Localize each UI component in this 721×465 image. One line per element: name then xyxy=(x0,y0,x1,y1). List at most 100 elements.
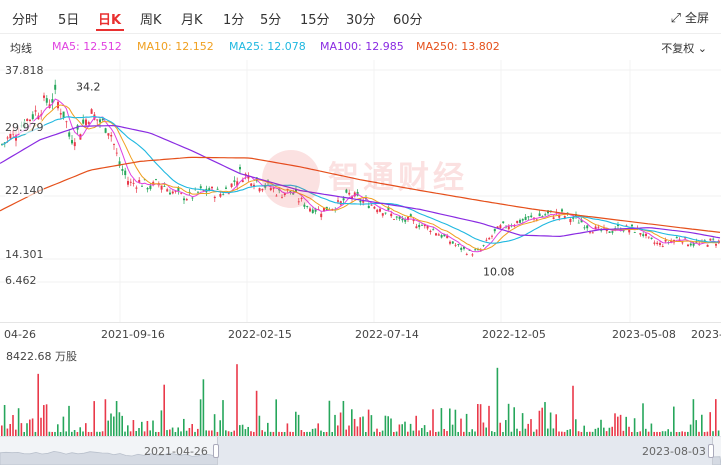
volume-bar xyxy=(289,431,291,436)
candle-body xyxy=(706,244,709,247)
volume-bar xyxy=(191,423,193,436)
volume-bar xyxy=(328,400,331,436)
volume-chart[interactable] xyxy=(0,360,721,436)
volume-bar xyxy=(418,430,420,436)
navigator-selection[interactable] xyxy=(217,437,713,465)
candle-body xyxy=(622,230,625,232)
volume-bar xyxy=(65,431,67,436)
candle-body xyxy=(639,232,642,235)
candle-body xyxy=(99,119,101,123)
tab-monthly-k[interactable]: 月K xyxy=(181,13,203,28)
volume-bar xyxy=(345,429,347,436)
volume-bar xyxy=(129,431,132,436)
ma100-value: MA100: 12.985 xyxy=(320,40,404,53)
candle-body xyxy=(561,209,563,212)
candle-body xyxy=(275,195,278,197)
max-price-label: 34.2 xyxy=(76,80,101,93)
active-tab-indicator xyxy=(96,29,124,31)
candle-body xyxy=(664,239,667,242)
volume-bar xyxy=(188,428,191,436)
ma5-value: MA5: 12.512 xyxy=(52,40,122,53)
volume-bar xyxy=(625,416,627,436)
volume-bar xyxy=(303,431,305,436)
candle-body xyxy=(367,205,370,209)
navigator-right-handle[interactable] xyxy=(708,444,714,458)
volume-bar xyxy=(636,432,639,436)
candle-body xyxy=(311,209,314,213)
candle-body xyxy=(244,173,247,176)
candle-body xyxy=(261,188,264,191)
candle-body xyxy=(415,226,418,229)
volume-bar xyxy=(507,403,510,436)
tab-30min[interactable]: 30分 xyxy=(346,13,376,28)
candle-body xyxy=(85,119,87,126)
volume-bar xyxy=(451,424,454,436)
candle-body xyxy=(426,225,429,229)
y-tick-label: 14.301 xyxy=(5,248,44,261)
volume-bar xyxy=(96,431,98,436)
volume-bar xyxy=(250,431,252,436)
candle-body xyxy=(471,254,474,256)
kline-svg: 34.2 10.08 xyxy=(0,60,721,322)
candle-body xyxy=(485,239,488,241)
volume-bar xyxy=(664,431,667,436)
volume-bar xyxy=(541,407,543,436)
volume-bar xyxy=(538,410,541,436)
tab-15min[interactable]: 15分 xyxy=(300,13,330,28)
candle-body xyxy=(530,215,533,217)
tab-5min[interactable]: 5分 xyxy=(260,13,282,28)
volume-bar xyxy=(353,418,356,436)
volume-bar xyxy=(43,405,45,436)
candle-body xyxy=(449,241,451,244)
candle-body xyxy=(15,135,17,141)
tab-daily-k[interactable]: 日K xyxy=(98,13,122,28)
candle-body xyxy=(107,133,110,136)
volume-bar xyxy=(15,429,17,436)
candle-body xyxy=(457,244,460,245)
candle-body xyxy=(412,219,415,222)
volume-bar xyxy=(647,431,650,436)
candle-body xyxy=(482,244,485,246)
candle-body xyxy=(594,226,597,230)
fullscreen-button[interactable]: ⤢ 全屏 xyxy=(671,9,709,26)
tab-timeshare[interactable]: 分时 xyxy=(12,13,39,28)
tab-weekly-k[interactable]: 周K xyxy=(140,13,162,28)
candle-body xyxy=(370,204,373,206)
candle-body xyxy=(191,197,194,199)
volume-bar xyxy=(544,402,546,436)
volume-bar xyxy=(51,431,53,436)
volume-bar xyxy=(264,431,266,436)
volume-bar xyxy=(577,431,580,436)
volume-bar xyxy=(267,422,269,436)
tab-1min[interactable]: 1分 xyxy=(223,13,245,28)
kline-chart[interactable]: 34.2 10.08 37.818 29.979 22.140 14.301 6.… xyxy=(0,60,721,322)
navigator-left-handle[interactable] xyxy=(213,444,219,458)
candle-body xyxy=(208,188,211,192)
candle-body xyxy=(580,219,583,223)
candle-body xyxy=(398,216,401,219)
volume-bar xyxy=(93,401,95,436)
candle-body xyxy=(395,216,398,218)
candle-body xyxy=(337,200,339,202)
volume-bar xyxy=(297,414,300,436)
range-navigator[interactable]: 2021-04-26 2023-08-03 xyxy=(0,436,721,465)
candle-body xyxy=(233,180,236,182)
tab-60min[interactable]: 60分 xyxy=(393,13,423,28)
volume-bar xyxy=(362,416,364,436)
volume-bar xyxy=(611,426,613,436)
volume-bar xyxy=(390,418,392,436)
min-price-label: 10.08 xyxy=(483,266,515,279)
candle-body xyxy=(421,224,423,226)
volume-bar xyxy=(20,423,23,436)
volume-bar xyxy=(177,427,179,436)
ma-title[interactable]: 均线 xyxy=(10,42,32,55)
volume-bar xyxy=(502,431,504,436)
volume-bar xyxy=(589,431,591,436)
x-tick-label: 2022-07-14 xyxy=(355,328,419,341)
candle-body xyxy=(138,180,141,183)
ma250-line xyxy=(0,156,721,233)
ma100-line xyxy=(0,124,721,239)
tab-5day[interactable]: 5日 xyxy=(58,13,80,28)
volume-bar xyxy=(99,431,101,436)
adjust-dropdown[interactable]: 不复权 ⌄ xyxy=(661,40,707,56)
